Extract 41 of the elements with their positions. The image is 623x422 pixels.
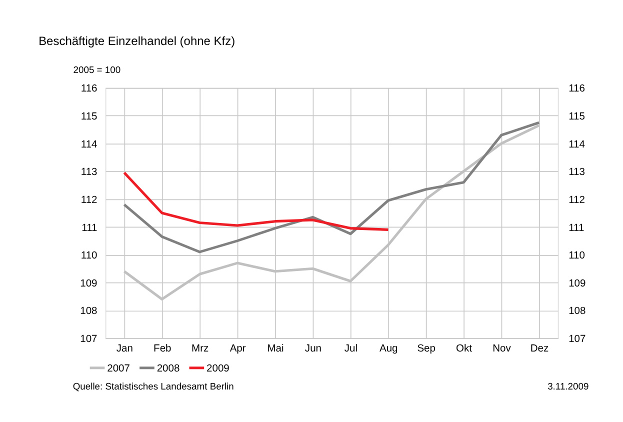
y2-tick-label: 109	[568, 278, 586, 290]
line-series	[122, 121, 540, 254]
y-tick-label: 116	[80, 84, 98, 95]
x-tick-label: Apr	[230, 343, 246, 354]
y2-tick-label: 113	[568, 167, 586, 178]
x-tick-label: Okt	[456, 343, 472, 354]
line-series	[122, 171, 390, 231]
x-tick-label: Jun	[304, 343, 322, 354]
y2-tick-label: 114	[568, 139, 586, 150]
y2-tick-label: 108	[568, 306, 586, 318]
y2-tick-label: 115	[568, 112, 586, 123]
y-tick-label: 113	[80, 167, 98, 178]
y-axis-title: 2005 = 100	[73, 64, 121, 75]
y2-tick-label: 111	[568, 222, 584, 234]
source-note: Quelle: Statistisches Landesamt Berlin	[72, 380, 234, 392]
chart-title: Beschäftigte Einzelhandel (ohne Kfz)	[38, 34, 236, 48]
y2-tick-label: 110	[568, 250, 586, 262]
x-tick-label: Mai	[267, 343, 284, 354]
y-tick-label: 108	[80, 306, 98, 318]
legend-label: 2009	[206, 363, 230, 374]
x-tick-label: Jul	[344, 343, 358, 354]
y2-tick-label: 107	[568, 334, 586, 345]
y-tick-label: 112	[80, 194, 98, 206]
y-tick-label: 111	[82, 222, 98, 234]
x-tick-label: Nov	[492, 343, 512, 354]
y-tick-label: 114	[80, 139, 98, 150]
y-tick-label: 110	[80, 250, 98, 262]
x-tick-label: Aug	[379, 343, 398, 354]
legend-label: 2008	[156, 363, 180, 374]
x-tick-label: Feb	[154, 343, 172, 354]
y-tick-label: 109	[80, 278, 98, 290]
text: 3.11.2009	[548, 380, 589, 392]
x-tick-label: Sep	[417, 343, 436, 354]
y-tick-label: 107	[80, 334, 98, 345]
x-tick-label: Jan	[116, 343, 134, 354]
x-tick-label: Dez	[530, 343, 549, 354]
y2-tick-label: 116	[568, 84, 586, 95]
y2-tick-label: 112	[568, 194, 586, 206]
legend-label: 2007	[107, 363, 130, 374]
x-tick-label: Mrz	[192, 343, 209, 354]
y-tick-label: 115	[80, 112, 98, 123]
